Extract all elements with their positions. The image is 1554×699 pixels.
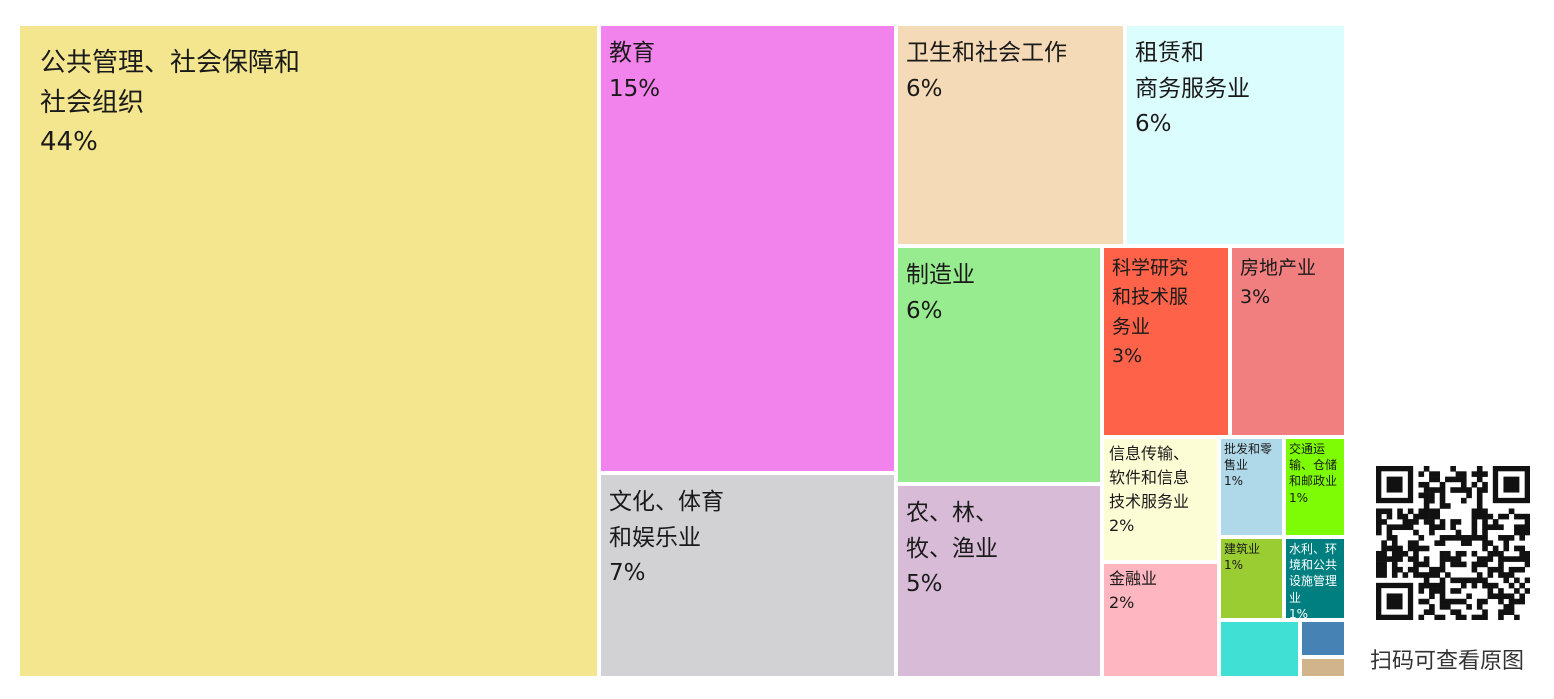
tile-value: 1% xyxy=(1224,558,1244,573)
tile-name: 教育 xyxy=(609,40,655,66)
treemap-tile[interactable]: 制造业 6% xyxy=(896,246,1102,484)
qr-code[interactable] xyxy=(1376,466,1531,621)
qr-caption: 扫码可查看原图 xyxy=(1369,649,1524,674)
treemap-tile[interactable]: 建筑业 1% xyxy=(1219,537,1284,620)
tile-value: 44% xyxy=(40,127,98,158)
tile-value: 15% xyxy=(609,75,661,102)
qr-code-icon xyxy=(1376,466,1531,621)
treemap-tile[interactable]: 批发和零 售业 1% xyxy=(1219,437,1284,537)
tile-label: 科学研究 和技术服 务业 3% xyxy=(1112,254,1188,372)
tile-label: 制造业 6% xyxy=(906,258,975,329)
tile-name: 卫生和社会工作 xyxy=(906,40,1067,66)
treemap-tile[interactable]: 公共管理、社会保障和 社会组织 44% xyxy=(18,24,599,678)
treemap-tile[interactable] xyxy=(1300,657,1346,678)
tile-label: 公共管理、社会保障和 社会组织 44% xyxy=(40,44,300,163)
tile-value: 6% xyxy=(1135,111,1172,138)
tile-value: 3% xyxy=(1112,345,1143,368)
tile-label: 交通运 输、仓储 和邮政业 1% xyxy=(1289,441,1337,506)
tile-name: 租赁和 商务服务业 xyxy=(1135,40,1250,102)
tile-label: 建筑业 1% xyxy=(1224,541,1260,573)
tile-label: 卫生和社会工作 6% xyxy=(906,36,1067,107)
tile-value: 3% xyxy=(1240,286,1271,309)
tile-name: 文化、体育 和娱乐业 xyxy=(609,489,724,551)
tile-label: 教育 15% xyxy=(609,36,660,107)
tile-label: 水利、环 境和公共 设施管理 业 1% xyxy=(1289,541,1338,620)
tile-name: 交通运 输、仓储 和邮政业 xyxy=(1289,442,1338,489)
tile-label: 金融业 2% xyxy=(1109,567,1157,615)
treemap-chart: 公共管理、社会保障和 社会组织 44% 教育 15% 卫生和社会工作 6% 租赁和 商务服务… xyxy=(18,24,1346,678)
tile-label: 租赁和 商务服务业 6% xyxy=(1135,36,1250,143)
tile-value: 7% xyxy=(609,560,646,587)
tile-label: 农、林、 牧、渔业 5% xyxy=(906,496,998,603)
tile-name: 公共管理、社会保障和 社会组织 xyxy=(40,48,301,118)
treemap-tile[interactable]: 租赁和 商务服务业 6% xyxy=(1125,24,1346,246)
treemap-tile[interactable]: 信息传输、 软件和信息 技术服务业 2% xyxy=(1102,437,1219,562)
tile-value: 6% xyxy=(906,297,943,324)
treemap-tile[interactable]: 科学研究 和技术服 务业 3% xyxy=(1102,246,1230,437)
tile-name: 农、林、 牧、渔业 xyxy=(906,500,998,562)
tile-value: 2% xyxy=(1109,593,1135,612)
tile-name: 信息传输、 软件和信息 技术服务业 xyxy=(1109,444,1190,511)
treemap-tile[interactable]: 水利、环 境和公共 设施管理 业 1% xyxy=(1284,537,1346,620)
tile-label: 批发和零 售业 1% xyxy=(1224,441,1272,490)
tile-name: 批发和零 售业 xyxy=(1224,442,1273,473)
tile-name: 制造业 xyxy=(906,262,975,288)
tile-value: 1% xyxy=(1224,474,1244,489)
tile-label: 房地产业 3% xyxy=(1240,254,1316,313)
treemap-tile[interactable] xyxy=(1300,620,1346,657)
treemap-tile[interactable]: 金融业 2% xyxy=(1102,562,1219,678)
tile-name: 金融业 xyxy=(1109,569,1158,588)
tile-name: 建筑业 xyxy=(1224,542,1261,556)
treemap-tile[interactable]: 卫生和社会工作 6% xyxy=(896,24,1125,246)
tile-name: 房地产业 xyxy=(1240,257,1317,279)
treemap-tile[interactable]: 文化、体育 和娱乐业 7% xyxy=(599,473,896,678)
tile-label: 信息传输、 软件和信息 技术服务业 2% xyxy=(1109,442,1189,538)
treemap-tile[interactable]: 农、林、 牧、渔业 5% xyxy=(896,484,1102,678)
treemap-tile[interactable]: 交通运 输、仓储 和邮政业 1% xyxy=(1284,437,1346,537)
tile-name: 水利、环 境和公共 设施管理 业 xyxy=(1289,542,1338,605)
tile-value: 2% xyxy=(1109,516,1135,535)
tile-value: 6% xyxy=(906,75,943,102)
treemap-tile[interactable]: 房地产业 3% xyxy=(1230,246,1346,437)
tile-name: 科学研究 和技术服 务业 xyxy=(1112,257,1189,338)
tile-value: 1% xyxy=(1289,490,1309,505)
tile-value: 5% xyxy=(906,571,943,598)
tile-label: 文化、体育 和娱乐业 7% xyxy=(609,485,724,592)
tile-value: 1% xyxy=(1289,606,1309,620)
treemap-tile[interactable] xyxy=(1219,620,1300,678)
treemap-tile[interactable]: 教育 15% xyxy=(599,24,896,473)
